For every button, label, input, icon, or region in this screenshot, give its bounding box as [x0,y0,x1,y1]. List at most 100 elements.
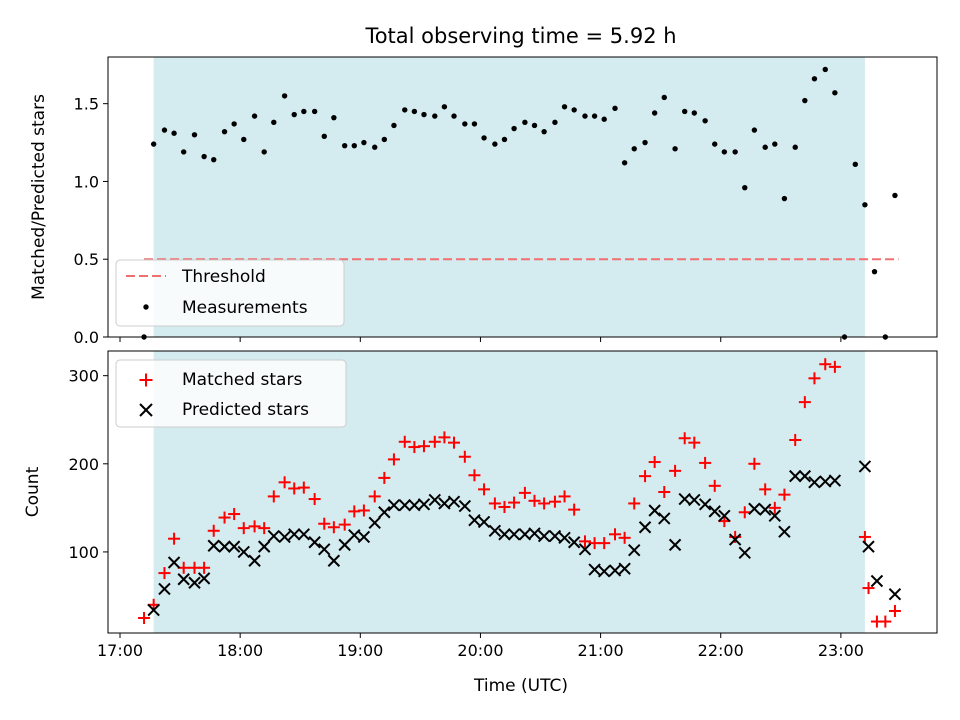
x-tick-label: 18:00 [217,641,263,660]
matched-star-point [879,615,892,628]
measurement-point [421,111,427,118]
predicted-star-point [578,543,592,556]
measurement-point [411,108,418,115]
predicted-star-point [728,533,742,546]
predicted-star-point [567,536,581,549]
matched-star-point [548,495,561,508]
predicted-star-point [288,528,301,541]
predicted-star-point [257,540,271,553]
measurement-point [211,156,217,163]
measurement-point [531,122,538,129]
predicted-star-point [658,512,671,525]
predicted-star-point [147,603,160,617]
bottom-y-tick-label: 100 [68,543,99,562]
measurement-point [712,141,718,147]
measurement-point [221,128,228,135]
measurement-point [331,114,337,121]
predicted-star-point [628,543,641,557]
x-tick-label: 22:00 [698,641,744,660]
matched-star-point [748,457,761,470]
matched-star-point [678,432,691,445]
matched-star-point [198,561,211,574]
x-tick-label: 23:00 [818,641,864,660]
measurement-point [471,121,478,127]
x-tick-label: 20:00 [457,641,503,660]
measurement-point [402,107,408,113]
matched-star-point [228,508,241,521]
predicted-star-point [447,495,461,508]
predicted-star-point [548,529,562,543]
predicted-star-point [278,530,291,544]
predicted-star-point [798,469,812,483]
bottom-y-tick-label: 200 [68,455,99,474]
measurement-point [811,76,818,82]
predicted-star-point [248,554,261,567]
measurement-point [721,149,728,155]
bottom-panel: 100 200 300 17:00 18:00 19:00 20:00 21:00 22:00… [23,350,938,696]
matched-star-point [699,456,712,469]
measurement-point [732,149,738,155]
predicted-star-point [808,476,821,489]
predicted-star-point [348,528,361,542]
matched-star-point [862,582,875,595]
predicted-star-point [468,513,481,527]
measurement-point [631,146,637,152]
matched-star-point [578,535,591,548]
matched-star-point [387,453,400,466]
top-y-tick-label: 0.5 [74,250,99,269]
predicted-star-point [738,546,751,560]
matched-star-point [628,497,641,510]
matched-star-point [609,528,622,541]
predicted-star-point [507,528,521,541]
measurement-point [321,133,327,140]
measurement-point [591,113,598,119]
predicted-star-point [357,530,371,544]
measurement-point [762,144,768,150]
predicted-star-point [858,460,872,473]
measurement-point [661,94,667,101]
measurement-point [501,136,508,143]
matched-star-point [478,483,491,496]
measurement-point [792,144,798,150]
measurement-point [571,107,577,113]
legend-threshold-label: Threshold [181,267,266,287]
matched-star-point [778,488,791,501]
matched-star-point [828,360,841,373]
matched-star-point [888,604,901,617]
matched-star-point [168,532,181,545]
top-y-tick-label: 0.0 [74,328,99,347]
matched-star-point [858,530,871,543]
measurement-point [672,146,678,152]
matched-star-point [378,471,391,484]
matched-star-point [278,476,291,489]
measurement-point [341,142,348,149]
predicted-star-point [537,529,551,543]
predicted-star-point [417,498,431,511]
matched-star-point [338,518,351,531]
matched-star-point [468,469,481,482]
measurement-point [651,110,658,116]
bottom-legend-box [115,359,347,428]
predicted-star-point [237,545,250,559]
predicted-star-point [528,527,541,540]
measurement-point [702,118,708,124]
matched-star-point [258,522,271,535]
predicted-star-point [267,529,281,543]
matched-star-point [498,500,511,513]
measurement-point [612,105,618,112]
predicted-star-point [368,516,381,530]
measurement-point [541,128,547,135]
matched-star-point [138,612,151,625]
predicted-star-point [327,554,341,567]
matched-star-point [327,521,340,534]
x-tick-label: 21:00 [578,641,624,660]
matched-star-point [297,481,310,494]
measurement-point [351,142,357,149]
predicted-star-point [638,521,652,534]
measurement-point [691,110,698,116]
measurement-point [462,121,468,127]
predicted-star-point [618,562,631,575]
matched-star-point [798,396,811,409]
measurement-point [261,149,267,155]
predicted-star-point [498,528,511,541]
